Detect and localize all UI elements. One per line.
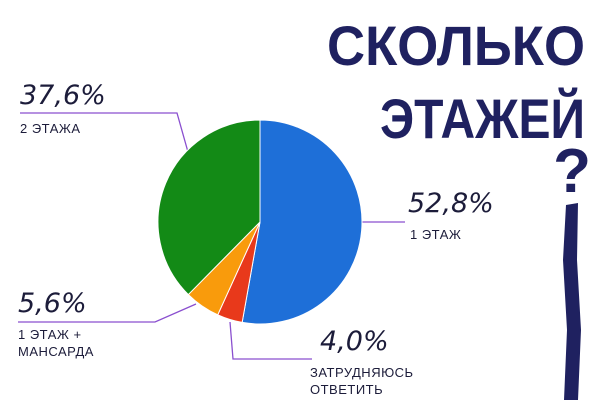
pie-slice bbox=[241, 119, 363, 325]
leader-line bbox=[20, 112, 189, 153]
category-label: 2 ЭТАЖА bbox=[20, 121, 81, 136]
value-label: 37,6% bbox=[20, 80, 106, 111]
title-line: ЭТАЖЕЙ bbox=[380, 87, 585, 150]
category-label: 1 ЭТАЖ bbox=[410, 227, 462, 242]
leader-line bbox=[229, 321, 312, 360]
value-label: 5,6% bbox=[18, 288, 87, 319]
title-line: ? bbox=[553, 137, 591, 206]
pie-slice bbox=[157, 119, 261, 296]
value-label: 52,8% bbox=[408, 188, 494, 219]
brush-stroke bbox=[563, 203, 581, 400]
category-label: 1 ЭТАЖ + МАНСАРДА bbox=[18, 327, 94, 359]
leader-line bbox=[18, 303, 197, 323]
title-line: СКОЛЬКО bbox=[327, 14, 585, 77]
category-label: ЗАТРУДНЯЮСЬ ОТВЕТИТЬ bbox=[310, 365, 414, 397]
value-label: 4,0% bbox=[320, 326, 389, 357]
